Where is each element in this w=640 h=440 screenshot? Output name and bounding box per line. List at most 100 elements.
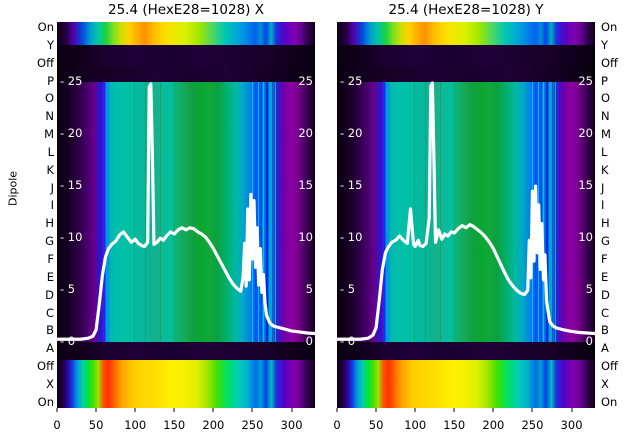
cat-tick: On <box>601 20 618 34</box>
cat-tick: J <box>601 180 605 195</box>
spectral-streak <box>160 81 162 343</box>
band-top-on-row <box>57 22 315 46</box>
x-axis-tick-mark <box>56 408 58 412</box>
cat-tick: E <box>601 269 609 284</box>
x-axis-tick-label: 50 <box>368 418 384 432</box>
band-main-body <box>57 81 315 343</box>
x-axis-tick-label: 0 <box>53 418 61 432</box>
spectral-streak <box>269 81 271 343</box>
x-axis-tick-mark <box>291 408 293 412</box>
spectral-streak <box>537 81 539 343</box>
spectral-streak <box>549 81 551 343</box>
cat-tick: G <box>601 234 610 249</box>
cat-tick: Y <box>601 37 609 52</box>
band-upper-gap-2 <box>57 66 315 82</box>
x-axis-tick-label: 200 <box>202 418 225 432</box>
spectral-streak <box>383 81 385 343</box>
cat-tick: C <box>45 305 54 320</box>
spectral-streak <box>471 81 473 343</box>
x-axis-tick-label: 200 <box>482 418 505 432</box>
band-bottom-on-row <box>57 359 315 408</box>
cat-tick: C <box>601 305 610 320</box>
spectral-streak <box>138 81 140 343</box>
cat-tick: A <box>46 341 54 356</box>
spectral-streak <box>263 81 265 343</box>
cat-tick: X <box>601 376 609 391</box>
spectral-streak <box>103 81 105 343</box>
cat-tick: Off <box>37 55 54 70</box>
x-axis-tick-label: 100 <box>124 418 147 432</box>
band-upper-gap <box>57 45 315 67</box>
x-axis-tick-mark <box>134 408 136 412</box>
band-top-on-row <box>337 22 595 46</box>
x-axis-tick-label: 100 <box>404 418 427 432</box>
x-axis-right: 0 50 100 150 200 250 300 <box>333 408 595 438</box>
x-axis-tick-mark <box>414 408 416 412</box>
cat-tick: O <box>44 91 54 106</box>
cat-tick: O <box>601 91 611 106</box>
cat-tick: K <box>46 162 54 177</box>
cat-tick: On <box>37 394 54 409</box>
x-axis-tick-mark <box>212 408 214 412</box>
spectral-streak <box>440 81 442 343</box>
cat-tick: On <box>601 394 618 409</box>
x-axis-tick-mark <box>571 408 573 412</box>
x-axis-left: 0 50 100 150 200 250 300 <box>53 408 315 438</box>
spectral-streak <box>130 81 132 343</box>
cat-tick: P <box>601 73 608 88</box>
heatmap-panel-x[interactable]: - 25 - 20 - 15 - 10 - 5 - 0 25 20 15 10 … <box>57 22 315 408</box>
spectral-streak <box>551 81 554 343</box>
spectral-streak <box>255 81 257 343</box>
spectral-streak <box>191 81 193 343</box>
spectral-streak <box>134 81 136 343</box>
x-axis-tick-mark <box>95 408 97 412</box>
cat-tick: K <box>601 162 609 177</box>
spectral-streak <box>207 81 209 343</box>
x-axis-tick-label: 150 <box>163 418 186 432</box>
spectral-streak <box>531 81 534 343</box>
x-axis-tick-label: 300 <box>560 418 583 432</box>
spectral-streak <box>382 81 384 343</box>
spectral-streak <box>555 81 556 343</box>
band-main-body <box>337 81 595 343</box>
spectral-streak <box>174 81 176 343</box>
cat-tick: P <box>47 73 54 88</box>
band-upper-gap <box>337 45 595 67</box>
spectral-streak <box>257 81 259 343</box>
spectral-streak <box>546 81 548 343</box>
cat-tick: On <box>37 20 54 34</box>
x-axis-tick-label: 250 <box>241 418 264 432</box>
spectral-streak <box>414 81 416 343</box>
spectral-streak <box>277 81 279 343</box>
spectral-streak <box>266 81 268 343</box>
cat-tick: H <box>601 216 610 231</box>
spectral-streak <box>557 81 559 343</box>
spectral-streak <box>102 81 104 343</box>
spectral-streak <box>251 81 254 343</box>
spectral-streak <box>106 81 108 343</box>
spectral-streak <box>260 81 263 343</box>
x-axis-tick-mark <box>251 408 253 412</box>
cat-tick: I <box>50 198 54 213</box>
spectral-streak <box>418 81 420 343</box>
cat-tick: Off <box>601 359 618 374</box>
cat-tick: N <box>601 109 610 124</box>
cat-tick: J <box>50 180 54 195</box>
heatmap-panel-y[interactable]: - 25 - 20 - 15 - 10 - 5 - 0 25 20 15 10 … <box>337 22 595 408</box>
band-lower-gap <box>57 342 315 360</box>
band-upper-gap-2 <box>337 66 595 82</box>
cat-tick: Off <box>601 55 618 70</box>
cat-tick: D <box>45 287 54 302</box>
x-axis-tick-label: 50 <box>88 418 104 432</box>
band-bottom-on-row <box>337 359 595 408</box>
spectral-streak <box>424 81 426 343</box>
spectral-streak <box>543 81 545 343</box>
band-lower-gap <box>337 342 595 360</box>
cat-tick: M <box>44 127 54 142</box>
cat-tick: B <box>46 323 54 338</box>
spectral-streak <box>275 81 276 343</box>
x-axis-tick-mark <box>492 408 494 412</box>
spectral-streak <box>271 81 274 343</box>
spectral-streak <box>410 81 412 343</box>
